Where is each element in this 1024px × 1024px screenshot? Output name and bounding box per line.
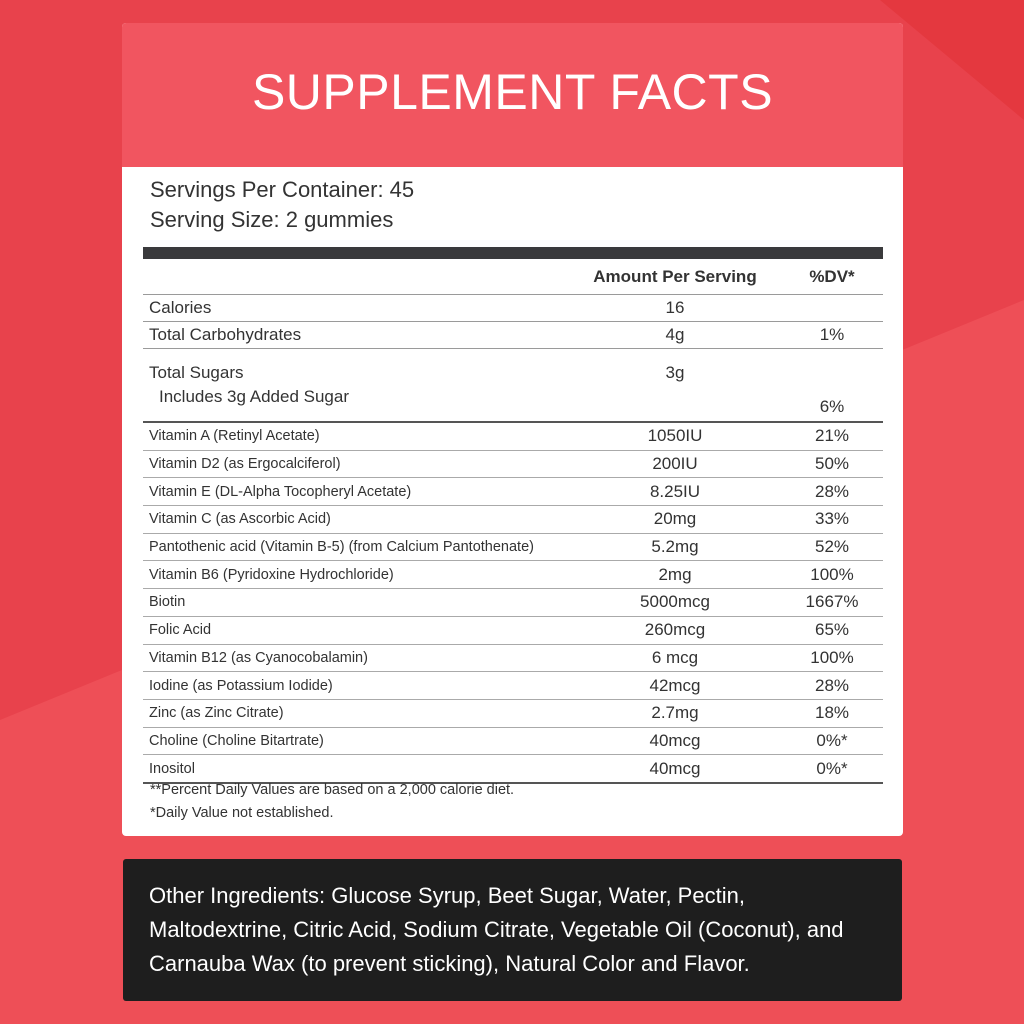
- nutrient-dv: [781, 294, 883, 322]
- supplement-facts-panel: SUPPLEMENT FACTS Servings Per Container:…: [122, 23, 903, 836]
- nutrient-amount: 4g: [569, 321, 781, 349]
- nutrient-amount: 40mcg: [569, 727, 781, 756]
- footnote-not-established: *Daily Value not established.: [150, 805, 334, 821]
- serving-info: Servings Per Container: 45 Serving Size:…: [150, 175, 414, 235]
- table-row: Folic Acid 260mcg 65%: [143, 616, 883, 645]
- nutrient-amount: 5.2mg: [569, 533, 781, 562]
- added-sugar-label: Includes 3g Added Sugar: [159, 387, 349, 406]
- nutrient-name: Vitamin E (DL-Alpha Tocopheryl Acetate): [143, 477, 569, 507]
- nutrient-name: Inositol: [143, 754, 569, 784]
- facts-table: Amount Per Serving %DV* Calories 16 Tota…: [143, 259, 883, 784]
- nutrient-amount: 200IU: [569, 450, 781, 479]
- nutrient-name: Iodine (as Potassium Iodide): [143, 671, 569, 700]
- table-row: Vitamin B6 (Pyridoxine Hydrochloride) 2mg…: [143, 560, 883, 590]
- nutrient-name: Zinc (as Zinc Citrate): [143, 699, 569, 728]
- nutrient-name: Vitamin A (Retinyl Acetate): [143, 422, 569, 451]
- divider-bar: [143, 247, 883, 259]
- nutrient-dv: 100%: [781, 644, 883, 673]
- nutrient-name: Total Carbohydrates: [143, 321, 569, 349]
- table-row: Total Carbohydrates 4g 1%: [143, 321, 883, 349]
- nutrient-dv: 21%: [781, 422, 883, 451]
- nutrient-dv: 33%: [781, 505, 883, 534]
- vitamin-rows: Vitamin A (Retinyl Acetate) 1050IU 21% Vita…: [143, 422, 883, 784]
- footnotes: **Percent Daily Values are based on a 2,…: [150, 779, 514, 825]
- table-row: Biotin 5000mcg 1667%: [143, 588, 883, 617]
- nutrient-name: Total Sugars Includes 3g Added Sugar: [143, 348, 569, 423]
- panel-header: SUPPLEMENT FACTS: [122, 23, 903, 167]
- nutrient-name: Choline (Choline Bitartrate): [143, 727, 569, 756]
- table-row: Vitamin D2 (as Ergocalciferol) 200IU 50%: [143, 450, 883, 479]
- nutrient-dv: 28%: [781, 671, 883, 700]
- nutrient-name: Calories: [143, 294, 569, 322]
- nutrient-amount: 2.7mg: [569, 699, 781, 728]
- header-name: [143, 259, 569, 295]
- panel-title: SUPPLEMENT FACTS: [251, 64, 774, 120]
- nutrient-dv: 50%: [781, 450, 883, 479]
- table-row: Vitamin B12 (as Cyanocobalamin) 6 mcg 100%: [143, 644, 883, 673]
- header-dv: %DV*: [781, 259, 883, 295]
- nutrient-amount: 20mg: [569, 505, 781, 534]
- nutrient-dv: 18%: [781, 699, 883, 728]
- nutrient-amount: 40mcg: [569, 754, 781, 784]
- table-row: Vitamin A (Retinyl Acetate) 1050IU 21%: [143, 422, 883, 451]
- nutrient-amount: 5000mcg: [569, 588, 781, 617]
- table-row: Inositol 40mcg 0%*: [143, 754, 883, 784]
- sugars-label: Total Sugars: [149, 363, 244, 382]
- table-row: Iodine (as Potassium Iodide) 42mcg 28%: [143, 671, 883, 700]
- table-header-row: Amount Per Serving %DV*: [143, 259, 883, 295]
- table-row: Vitamin E (DL-Alpha Tocopheryl Acetate) 8…: [143, 477, 883, 507]
- servings-per-container: Servings Per Container: 45: [150, 177, 415, 202]
- nutrient-name: Pantothenic acid (Vitamin B-5) (from Cal…: [143, 533, 569, 562]
- nutrient-name: Vitamin B12 (as Cyanocobalamin): [143, 644, 569, 673]
- nutrient-amount: 8.25IU: [569, 477, 781, 507]
- nutrient-amount: 3g: [569, 348, 781, 423]
- nutrient-dv: 1%: [781, 321, 883, 349]
- nutrient-dv: 0%*: [781, 727, 883, 756]
- nutrient-amount: 6 mcg: [569, 644, 781, 673]
- nutrient-name: Vitamin C (as Ascorbic Acid): [143, 505, 569, 534]
- serving-size: Serving Size: 2 gummies: [150, 207, 394, 232]
- table-row: Vitamin C (as Ascorbic Acid) 20mg 33%: [143, 505, 883, 534]
- table-row: Pantothenic acid (Vitamin B-5) (from Cal…: [143, 533, 883, 562]
- nutrient-amount: 2mg: [569, 560, 781, 590]
- nutrient-dv: 0%*: [781, 754, 883, 784]
- nutrient-name: Biotin: [143, 588, 569, 617]
- nutrient-dv: 52%: [781, 533, 883, 562]
- nutrient-name: Vitamin B6 (Pyridoxine Hydrochloride): [143, 560, 569, 590]
- nutrient-amount: 260mcg: [569, 616, 781, 645]
- nutrient-dv: 65%: [781, 616, 883, 645]
- nutrient-amount: 42mcg: [569, 671, 781, 700]
- nutrient-name: Folic Acid: [143, 616, 569, 645]
- table-row: Choline (Choline Bitartrate) 40mcg 0%*: [143, 727, 883, 756]
- nutrient-amount: 1050IU: [569, 422, 781, 451]
- nutrient-dv: 1667%: [781, 588, 883, 617]
- table-row: Zinc (as Zinc Citrate) 2.7mg 18%: [143, 699, 883, 728]
- nutrient-dv: 6%: [781, 348, 883, 423]
- nutrient-amount: 16: [569, 294, 781, 322]
- table-row: Calories 16: [143, 294, 883, 322]
- nutrient-dv: 28%: [781, 477, 883, 507]
- nutrient-name: Vitamin D2 (as Ergocalciferol): [143, 450, 569, 479]
- header-amount: Amount Per Serving: [569, 259, 781, 295]
- other-ingredients: Other Ingredients: Glucose Syrup, Beet S…: [123, 859, 902, 1001]
- nutrient-dv: 100%: [781, 560, 883, 590]
- footnote-percent: **Percent Daily Values are based on a 2,…: [150, 782, 515, 798]
- table-row-sugars: Total Sugars Includes 3g Added Sugar 3g …: [143, 348, 883, 423]
